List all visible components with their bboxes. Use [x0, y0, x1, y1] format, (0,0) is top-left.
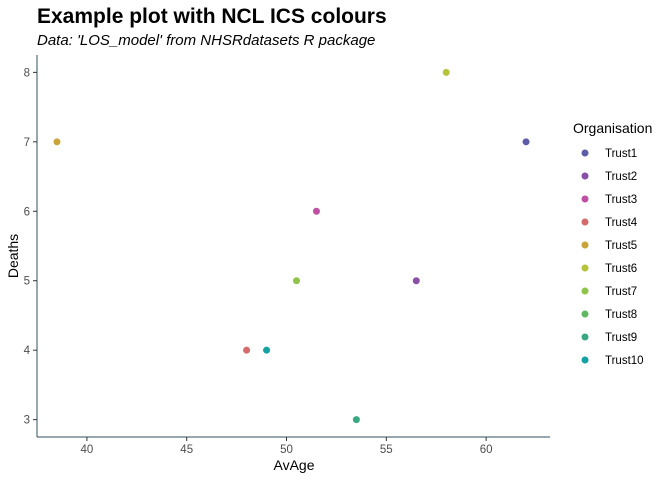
legend-key-trust3 — [581, 195, 589, 203]
data-point-trust2 — [412, 277, 420, 285]
legend-label: Trust3 — [605, 194, 637, 206]
legend-label: Trust8 — [605, 309, 637, 321]
x-tick-label: 60 — [480, 444, 493, 456]
y-tick-label: 5 — [24, 276, 30, 288]
x-tick-label: 55 — [380, 444, 393, 456]
x-tick-label: 50 — [280, 444, 293, 456]
x-tick-label: 45 — [180, 444, 193, 456]
legend-key-trust10 — [581, 356, 589, 364]
data-point-trust3 — [312, 207, 320, 215]
data-points — [53, 68, 530, 424]
legend-key-trust6 — [581, 264, 589, 272]
legend-label: Trust9 — [605, 332, 637, 344]
legend-key-trust9 — [581, 333, 589, 341]
legend-key-trust2 — [581, 172, 589, 180]
legend-label: Trust10 — [605, 355, 644, 367]
legend-title: Organisation — [573, 120, 652, 136]
data-point-trust10 — [263, 346, 271, 354]
x-axis-title: AvAge — [274, 457, 315, 473]
chart-subtitle: Data: 'LOS_model' from NHSRdatasets R pa… — [37, 32, 375, 49]
data-point-trust7 — [292, 277, 300, 285]
legend-key-trust1 — [581, 149, 589, 157]
legend-label: Trust6 — [605, 263, 637, 275]
x-tick-label: 40 — [81, 444, 94, 456]
legend-key-trust7 — [581, 287, 589, 295]
data-point-trust6 — [442, 68, 450, 76]
legend-label: Trust7 — [605, 286, 637, 298]
y-tick-label: 4 — [24, 345, 31, 357]
legend-label: Trust4 — [605, 217, 638, 229]
legend-key-trust8 — [581, 310, 589, 318]
legend-key-trust4 — [581, 218, 589, 226]
data-point-trust9 — [352, 416, 360, 424]
legend: Organisation Trust1 Trust2 Trust3 Trust4 Tru… — [573, 120, 652, 367]
chart-title: Example plot with NCL ICS colours — [37, 5, 387, 28]
y-axis-title: Deaths — [5, 234, 21, 278]
y-tick-label: 7 — [24, 137, 30, 149]
legend-key-trust5 — [581, 241, 589, 249]
data-point-trust4 — [243, 346, 251, 354]
legend-label: Trust2 — [605, 171, 637, 183]
y-tick-label: 6 — [24, 206, 30, 218]
y-tick-label: 3 — [24, 415, 30, 427]
y-tick-label: 8 — [24, 67, 30, 79]
legend-label: Trust1 — [605, 148, 637, 160]
data-point-trust1 — [522, 138, 530, 146]
data-point-trust5 — [53, 138, 61, 146]
legend-label: Trust5 — [605, 240, 637, 252]
